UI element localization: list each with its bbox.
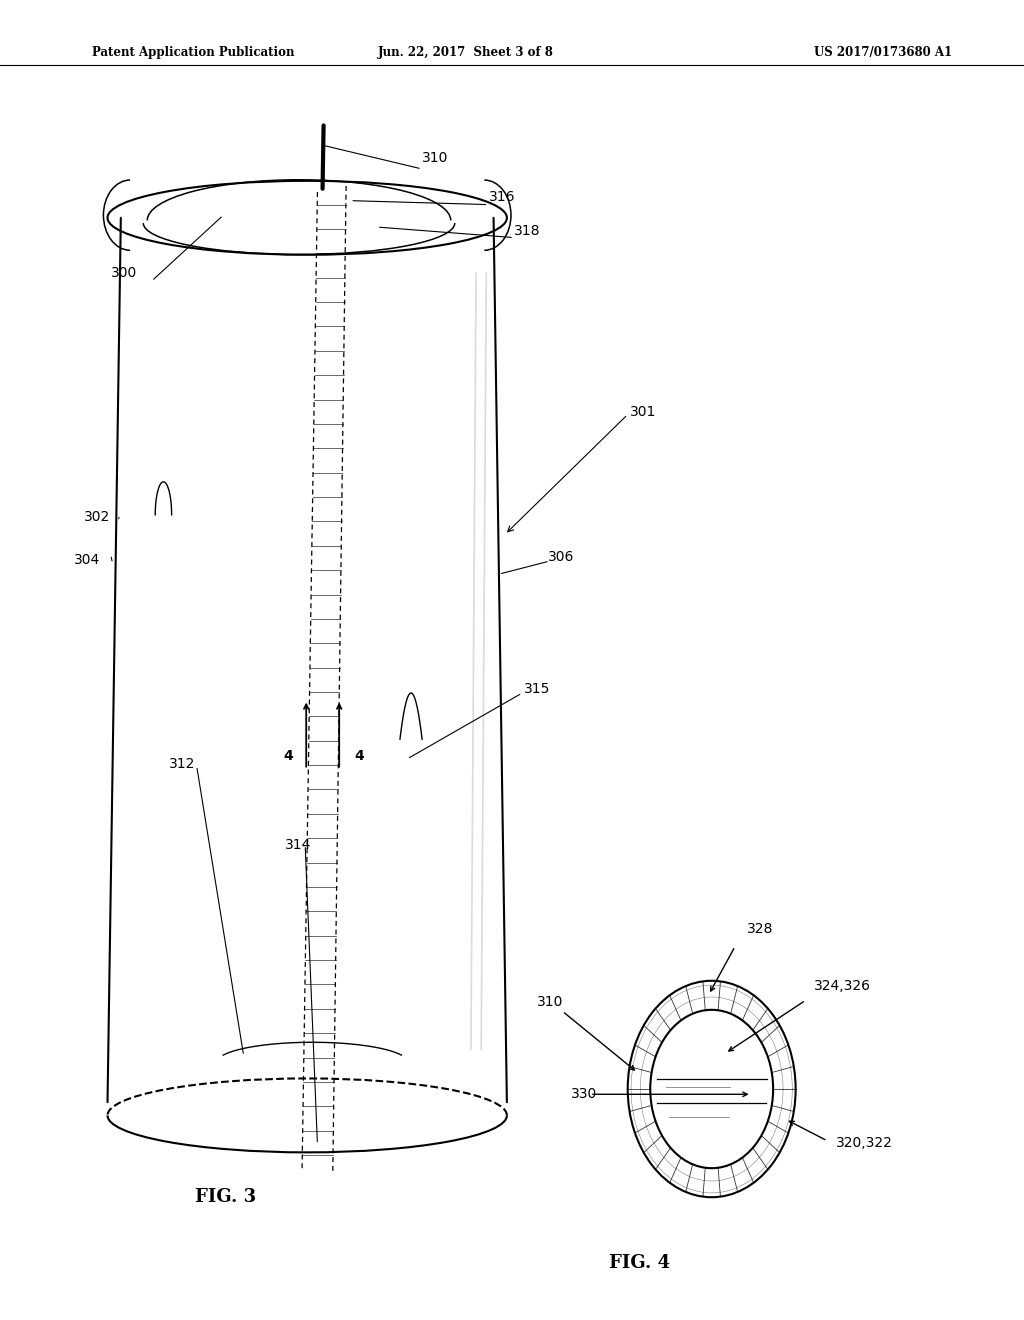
- Text: 304: 304: [74, 553, 100, 566]
- Text: 302: 302: [84, 511, 111, 524]
- Text: US 2017/0173680 A1: US 2017/0173680 A1: [814, 46, 952, 59]
- Text: 310: 310: [422, 152, 449, 165]
- Text: Patent Application Publication: Patent Application Publication: [92, 46, 295, 59]
- Text: 330: 330: [571, 1088, 597, 1101]
- Text: 4: 4: [283, 750, 293, 763]
- Text: 324,326: 324,326: [814, 979, 871, 993]
- Text: 316: 316: [488, 190, 515, 203]
- Text: 312: 312: [169, 758, 196, 771]
- Text: 328: 328: [746, 921, 773, 936]
- Text: 306: 306: [548, 550, 574, 564]
- Text: 4: 4: [354, 750, 365, 763]
- Text: FIG. 3: FIG. 3: [195, 1188, 256, 1206]
- Text: FIG. 4: FIG. 4: [609, 1254, 671, 1272]
- Text: 300: 300: [111, 267, 137, 280]
- Text: 301: 301: [630, 405, 656, 418]
- Text: 310: 310: [538, 995, 563, 1010]
- Text: 314: 314: [285, 838, 311, 851]
- Text: 320,322: 320,322: [836, 1137, 893, 1150]
- Text: 315: 315: [524, 682, 551, 696]
- Text: 318: 318: [514, 224, 541, 238]
- Text: Jun. 22, 2017  Sheet 3 of 8: Jun. 22, 2017 Sheet 3 of 8: [378, 46, 554, 59]
